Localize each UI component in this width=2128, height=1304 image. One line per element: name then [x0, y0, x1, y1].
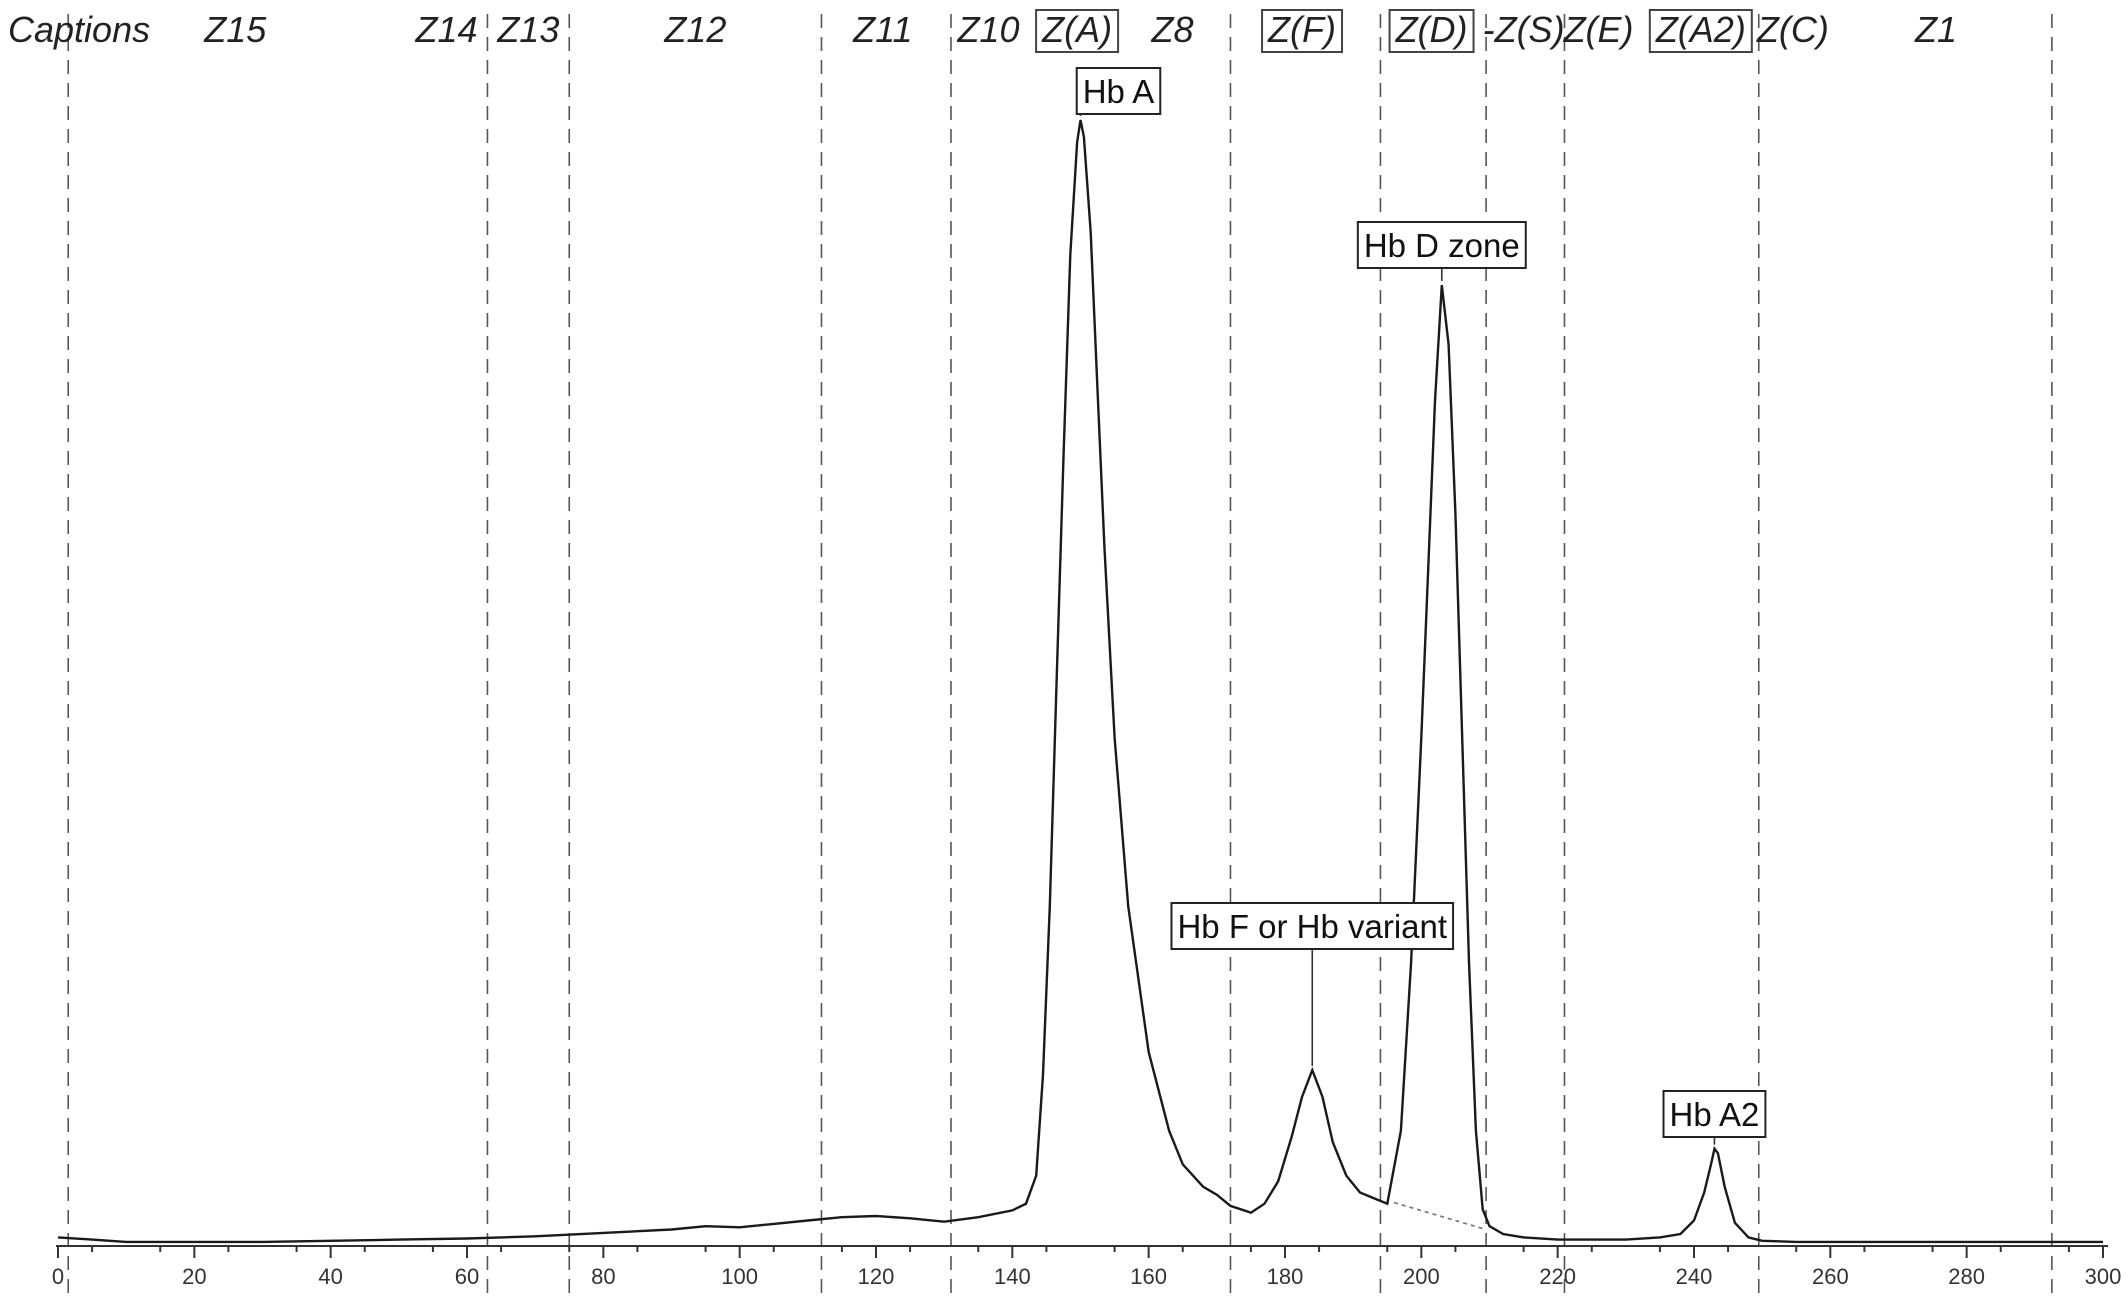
chromatogram-trace: [57, 119, 2103, 1244]
peak-label-1: Hb F or Hb variant: [1177, 908, 1447, 945]
x-tick-label-6: 120: [858, 1264, 895, 1289]
zone-label-13: Z(C): [1756, 9, 1829, 50]
x-tick-label-12: 240: [1676, 1264, 1713, 1289]
peak-label-box-3: [1662, 1090, 1767, 1138]
zone-label-box-6: [1035, 9, 1120, 53]
zone-label-9: Z(D): [1395, 9, 1468, 50]
peak-annotations: Hb A Hb F or Hb variant Hb D zone Hb A2: [1075, 67, 1767, 1145]
captions-label: Captions: [8, 9, 150, 50]
zone-label-box-12: [1648, 9, 1753, 53]
zone-label-2: Z13: [496, 9, 559, 50]
peak-label-3: Hb A2: [1669, 1096, 1759, 1133]
zone-label-7: Z8: [1151, 9, 1194, 50]
x-axis: 0 20 40 60 80 100 120 140 160 180 200 220 240 260 280 3…: [52, 1245, 2122, 1289]
x-tick-label-13: 260: [1812, 1264, 1849, 1289]
x-tick-label-7: 140: [994, 1264, 1031, 1289]
x-tick-label-10: 200: [1403, 1264, 1440, 1289]
peak-label-box-1: [1170, 902, 1455, 950]
x-tick-label-2: 40: [318, 1264, 342, 1289]
zone-label-12: Z(A2): [1655, 9, 1746, 50]
zone-captions: Captions Z15 Z14 Z13 Z12 Z11 Z10 Z(A) Z8 Z(F) Z(D…: [8, 9, 1957, 53]
peak-baseline-segment: [1393, 1201, 1487, 1231]
plot-area: [57, 119, 2103, 1244]
x-tick-label-8: 160: [1130, 1264, 1167, 1289]
peak-label-box-0: [1075, 67, 1162, 115]
zone-label-box-9: [1388, 9, 1475, 53]
zone-label-8: Z(F): [1267, 9, 1336, 50]
zone-label-6: Z(A): [1041, 9, 1112, 50]
x-tick-label-5: 100: [721, 1264, 758, 1289]
x-tick-label-4: 80: [591, 1264, 615, 1289]
zone-label-3: Z12: [663, 9, 726, 50]
x-tick-label-11: 220: [1539, 1264, 1576, 1289]
zone-label-14: Z1: [1914, 9, 1957, 50]
x-tick-label-1: 20: [182, 1264, 206, 1289]
peak-label-2: Hb D zone: [1364, 227, 1520, 264]
zone-label-5: Z10: [956, 9, 1019, 50]
zone-label-10: -Z(S): [1483, 9, 1565, 50]
peak-label-0: Hb A: [1083, 73, 1155, 110]
peak-label-box-2: [1356, 221, 1527, 269]
zone-label-0: Z15: [203, 9, 267, 50]
x-tick-label-14: 280: [1948, 1264, 1985, 1289]
zone-label-1: Z14: [415, 9, 478, 50]
zone-label-4: Z11: [852, 9, 912, 50]
zone-label-11: Z(E): [1563, 9, 1634, 50]
x-tick-label-0: 0: [52, 1264, 64, 1289]
x-tick-label-15: 300: [2085, 1264, 2122, 1289]
x-tick-label-9: 180: [1267, 1264, 1304, 1289]
x-tick-label-3: 60: [455, 1264, 479, 1289]
zone-label-box-8: [1261, 9, 1344, 53]
